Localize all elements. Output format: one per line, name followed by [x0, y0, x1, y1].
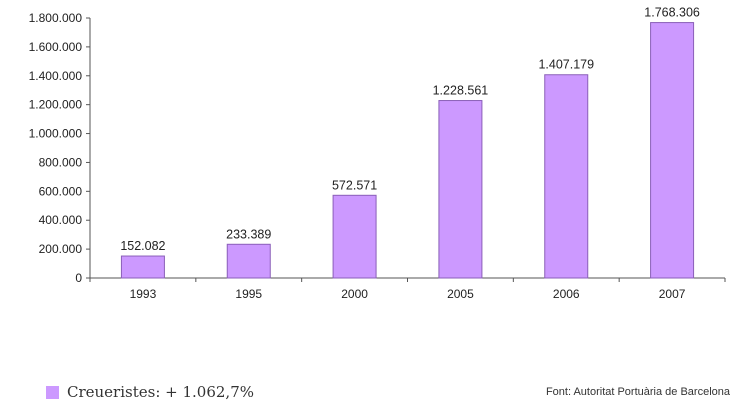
y-tick-label: 1.600.000 [29, 40, 83, 54]
bar-series: 152.082 233.389 572.571 1.228.561 1.407.179 1… [120, 6, 700, 279]
y-tick-label: 800.000 [39, 155, 83, 169]
bar-2000 [332, 194, 377, 279]
data-label-1993: 152.082 [120, 239, 165, 253]
data-label-1995: 233.389 [226, 227, 271, 241]
data-label-2000: 572.571 [332, 178, 377, 192]
x-tick-label-2006: 2006 [553, 287, 580, 301]
x-tick-label-2005: 2005 [447, 287, 474, 301]
bar-2005 [438, 100, 483, 279]
y-tick-label: 600.000 [39, 184, 83, 198]
x-tick-label-2000: 2000 [341, 287, 368, 301]
source-note: Font: Autoritat Portuària de Barcelona [545, 386, 730, 398]
bar-1995 [226, 243, 271, 279]
x-tick-label-1995: 1995 [235, 287, 262, 301]
x-axis: 1993 1995 2000 2005 2006 2007 [89, 277, 726, 301]
y-tick-label: 1.800.000 [29, 11, 83, 25]
y-axis: 0 200.000 400.000 600.000 800.000 1.000.000 1.… [29, 11, 91, 285]
y-tick-label: 0 [75, 271, 82, 285]
x-tick-label-1993: 1993 [130, 287, 157, 301]
y-tick-label: 200.000 [39, 242, 83, 256]
legend: Creueristes: + 1.062,7% [46, 383, 254, 401]
bar-chart: 0 200.000 400.000 600.000 800.000 1.000.000 1.… [29, 6, 726, 301]
y-tick-label: 1.000.000 [29, 127, 83, 141]
data-label-2005: 1.228.561 [433, 84, 489, 98]
y-tick-label: 1.200.000 [29, 98, 83, 112]
legend-swatch [46, 385, 59, 399]
x-tick-label-2007: 2007 [659, 287, 686, 301]
bar-2007 [650, 22, 695, 279]
bar-1993 [120, 255, 165, 279]
y-tick-label: 400.000 [39, 213, 83, 227]
data-label-2006: 1.407.179 [538, 58, 594, 72]
bar-2006 [544, 74, 589, 279]
y-tick-label: 1.400.000 [29, 69, 83, 83]
legend-label: Creueristes: + 1.062,7% [67, 383, 254, 401]
data-label-2007: 1.768.306 [644, 6, 700, 20]
